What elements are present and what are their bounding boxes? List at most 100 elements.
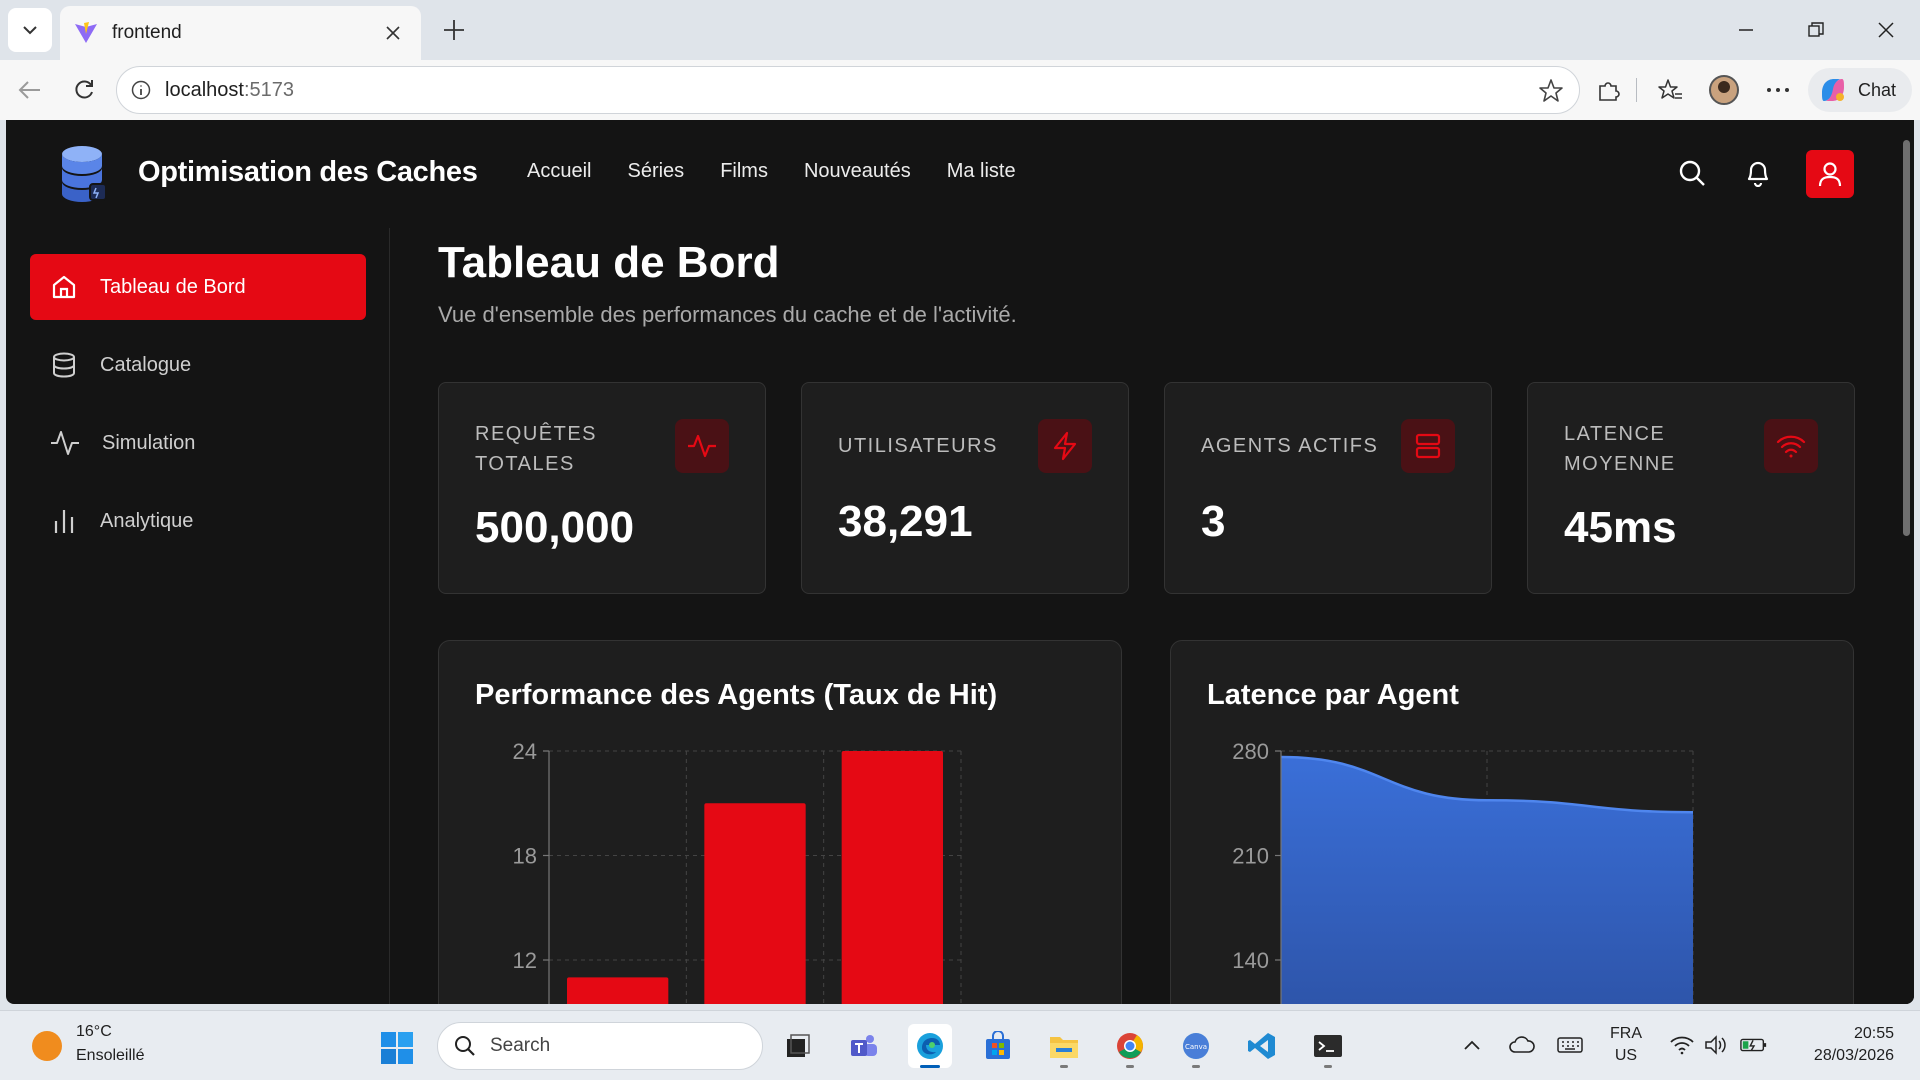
- y-tick-label: 280: [1232, 739, 1269, 764]
- bar-chart: 24 18 12: [513, 739, 962, 1004]
- reload-button[interactable]: [64, 70, 104, 110]
- user-account-button[interactable]: [1806, 150, 1854, 198]
- browser-tab[interactable]: frontend: [60, 6, 421, 60]
- sidebar-item-label: Tableau de Bord: [100, 275, 246, 298]
- onedrive-tray[interactable]: [1508, 1031, 1536, 1059]
- store-app[interactable]: [976, 1024, 1020, 1068]
- edge-app[interactable]: [908, 1024, 952, 1068]
- search-button[interactable]: [1672, 153, 1712, 193]
- layout-code: US: [1614, 1047, 1638, 1064]
- url-port: :5173: [243, 78, 294, 101]
- store-icon: [986, 1031, 1010, 1059]
- sidebar-item-analytique[interactable]: Analytique: [30, 488, 366, 554]
- terminal-app[interactable]: [1306, 1024, 1350, 1068]
- favorites-button[interactable]: [1652, 72, 1688, 108]
- active-indicator: [920, 1065, 940, 1068]
- sidebar-item-simulation[interactable]: Simulation: [30, 410, 366, 476]
- system-clock[interactable]: 20:55 28/03/2026: [1796, 1023, 1894, 1067]
- nav-link-films[interactable]: Films: [720, 160, 768, 182]
- weather-sun-icon[interactable]: [32, 1031, 62, 1061]
- bar-chart-icon: [54, 510, 74, 533]
- y-tick-label: 18: [513, 844, 537, 869]
- close-window-button[interactable]: [1862, 10, 1910, 50]
- chevron-up-icon: [1464, 1040, 1480, 1050]
- sidebar-item-catalogue[interactable]: Catalogue: [30, 332, 366, 398]
- profile-avatar: [1709, 75, 1739, 105]
- sidebar-item-tableau-de-bord[interactable]: Tableau de Bord: [30, 254, 366, 320]
- running-indicator: [1060, 1065, 1068, 1068]
- file-explorer-app[interactable]: [1042, 1024, 1086, 1068]
- activity-icon: [51, 431, 79, 455]
- page-title: Tableau de Bord: [438, 238, 780, 287]
- copilot-icon: [1822, 79, 1844, 101]
- chart-title: Latence par Agent: [1207, 679, 1459, 711]
- nav-link-accueil[interactable]: Accueil: [527, 160, 592, 182]
- chrome-icon: [1117, 1033, 1144, 1059]
- chrome-app[interactable]: [1108, 1024, 1152, 1068]
- chart-card-latency: Latence par Agent 280 210 140: [1170, 640, 1854, 1004]
- tab-close-button[interactable]: [379, 19, 407, 47]
- address-bar[interactable]: localhost:5173: [116, 66, 1580, 114]
- reload-icon: [75, 80, 93, 99]
- language-code: FRA: [1610, 1025, 1642, 1042]
- battery-tray[interactable]: [1740, 1031, 1768, 1059]
- bell-icon: [1747, 161, 1769, 187]
- y-tick-label: 24: [513, 739, 537, 764]
- input-language[interactable]: FRA US: [1608, 1023, 1644, 1067]
- weather-temperature[interactable]: 16°C: [76, 1023, 112, 1040]
- canva-icon: Canva: [1183, 1033, 1209, 1059]
- minimize-button[interactable]: [1722, 10, 1770, 50]
- stat-value: 500,000: [475, 503, 635, 552]
- info-icon: [131, 80, 151, 100]
- browser-toolbar: localhost:5173 Chat: [0, 60, 1920, 120]
- more-menu-button[interactable]: [1760, 72, 1796, 108]
- new-tab-button[interactable]: [434, 10, 474, 50]
- restore-button[interactable]: [1792, 10, 1840, 50]
- stat-icon-badge: [1401, 419, 1455, 473]
- volume-tray[interactable]: [1702, 1031, 1730, 1059]
- stat-label: REQUÊTES TOTALES: [475, 423, 598, 475]
- vscode-app[interactable]: [1240, 1024, 1284, 1068]
- favorites-icon: [1658, 79, 1682, 99]
- search-icon: [1679, 160, 1705, 186]
- page-scrollbar[interactable]: [1898, 120, 1914, 1004]
- weather-description[interactable]: Ensoleillé: [76, 1047, 145, 1064]
- copilot-chat-button[interactable]: Chat: [1808, 68, 1912, 112]
- stat-card-latence-moyenne: LATENCE MOYENNE 45ms: [1527, 382, 1855, 594]
- taskbar-search[interactable]: Search: [437, 1022, 763, 1070]
- user-icon: [1818, 162, 1842, 187]
- chart-title: Performance des Agents (Taux de Hit): [475, 679, 998, 711]
- zap-icon: [1053, 431, 1077, 461]
- app-header: Optimisation des Caches Accueil Séries F…: [6, 120, 1898, 228]
- stat-card-requetes: REQUÊTES TOTALES 500,000: [438, 382, 766, 594]
- scrollbar-thumb[interactable]: [1903, 140, 1910, 536]
- page-subtitle: Vue d'ensemble des performances du cache…: [438, 302, 1017, 327]
- favorite-star-icon[interactable]: [1537, 77, 1565, 105]
- profile-button[interactable]: [1706, 72, 1742, 108]
- show-hidden-icons-button[interactable]: [1458, 1031, 1486, 1059]
- task-view-button[interactable]: [776, 1024, 820, 1068]
- restore-icon: [1808, 22, 1824, 37]
- wifi-tray[interactable]: [1668, 1031, 1696, 1059]
- search-icon: [455, 1036, 475, 1056]
- stat-card-agents-actifs: AGENTS ACTIFS 3: [1164, 382, 1492, 594]
- canva-app[interactable]: Canva: [1174, 1024, 1218, 1068]
- keyboard-tray[interactable]: [1556, 1031, 1584, 1059]
- nav-link-nouveautes[interactable]: Nouveautés: [803, 160, 911, 182]
- browser-tabstrip: frontend: [0, 0, 1920, 60]
- notifications-button[interactable]: [1738, 153, 1778, 193]
- teams-app[interactable]: [842, 1024, 886, 1068]
- tab-actions-menu-button[interactable]: [8, 8, 52, 52]
- extensions-button[interactable]: [1590, 72, 1626, 108]
- windows-start-icon[interactable]: [380, 1031, 414, 1065]
- back-button[interactable]: [10, 70, 50, 110]
- page-viewport: Optimisation des Caches Accueil Séries F…: [6, 120, 1914, 1004]
- bar: [704, 803, 806, 1004]
- svg-text:Canva: Canva: [1185, 1043, 1207, 1051]
- edge-icon: [917, 1033, 943, 1059]
- stat-label: AGENTS ACTIFS: [1201, 435, 1379, 457]
- stat-label: UTILISATEURS: [838, 435, 998, 457]
- nav-link-series[interactable]: Séries: [627, 160, 685, 182]
- terminal-icon: [1314, 1035, 1342, 1057]
- nav-link-ma-liste[interactable]: Ma liste: [946, 160, 1016, 182]
